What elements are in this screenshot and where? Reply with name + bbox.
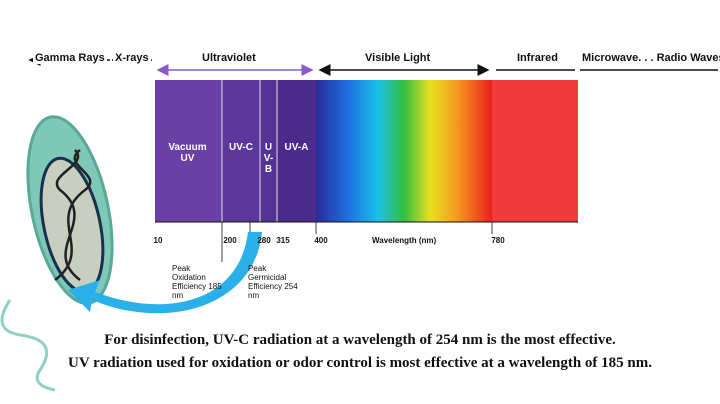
caption: For disinfection, UV-C radiation at a wa… xyxy=(104,332,616,348)
uv-region-label: Vacuum UV xyxy=(168,142,207,164)
caption: UV radiation used for oxidation or odor … xyxy=(68,355,652,371)
band-label: Visible Light xyxy=(363,52,433,64)
axis-label: Wavelength (nm) xyxy=(372,236,437,245)
tick-label: 400 xyxy=(314,236,328,245)
tick-label: 780 xyxy=(491,236,505,245)
spectrum-bar xyxy=(155,80,578,262)
uv-region-label: UV-A xyxy=(284,142,309,153)
band-label: X-rays xyxy=(113,52,151,64)
band-arrows xyxy=(28,54,718,76)
tick-label: 280 xyxy=(257,236,271,245)
band-label: Gamma Rays xyxy=(33,52,107,64)
annotation: Peak Oxidation Efficiency 185 nm xyxy=(172,264,222,300)
tick-label: 315 xyxy=(276,236,290,245)
uv-region-label: UV-C xyxy=(229,142,253,153)
uv-region-label: UV-B xyxy=(263,142,274,175)
bacterium xyxy=(0,115,114,392)
uv-arrow xyxy=(68,232,262,314)
tick-label: 200 xyxy=(223,236,237,245)
band-label: Ultraviolet xyxy=(200,52,258,64)
band-label: Infrared xyxy=(515,52,560,64)
annotation: Peak Germicidal Efficiency 254 nm xyxy=(248,264,298,300)
tick-label: 10 xyxy=(153,236,163,245)
band-label: Microwave. . . Radio Waves xyxy=(580,52,720,64)
